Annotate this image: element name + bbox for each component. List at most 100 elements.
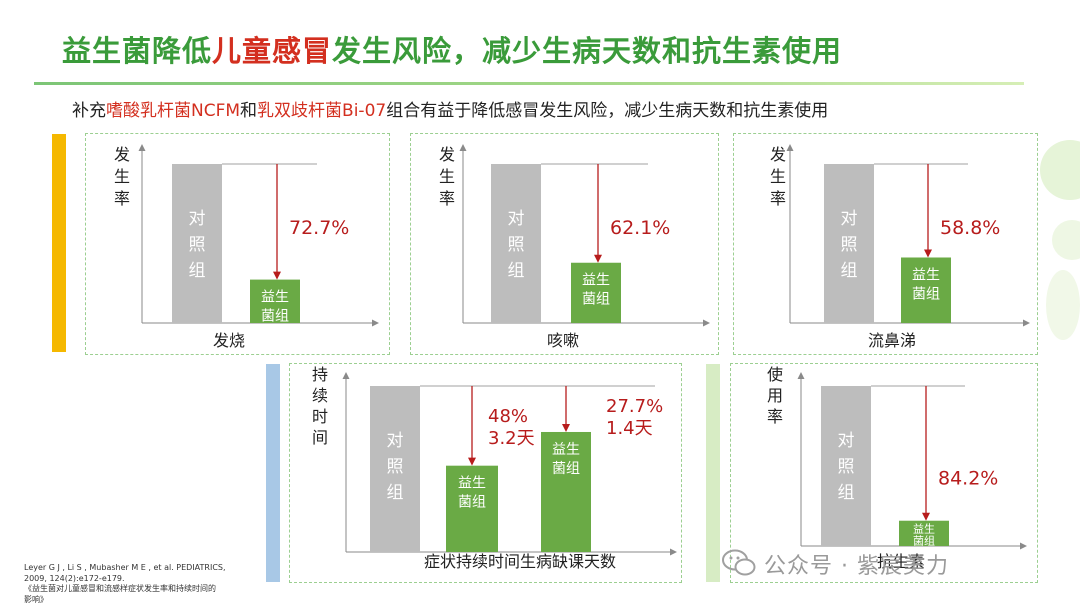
- x-axis-head: [1023, 319, 1030, 327]
- y-axis-label-char: 生: [114, 167, 130, 186]
- decor-circle: [1040, 140, 1080, 200]
- bar-label: 益生: [582, 273, 610, 289]
- chart-panel-fever: 发生率发烧 对照组益生菌组 72.7%: [85, 133, 390, 355]
- x-axis-head: [670, 548, 677, 556]
- x-axis-label: 流鼻涕: [868, 331, 916, 350]
- decor-circle: [1052, 220, 1080, 260]
- bar-label-char: 照: [508, 235, 525, 255]
- chart-panel-runny-nose: 发生率流鼻涕 对照组 益生菌组 58.8%: [733, 133, 1038, 355]
- bar-label-char: 照: [841, 235, 858, 255]
- reduction-arrow-head: [922, 512, 930, 521]
- y-axis-label-char: 率: [767, 407, 783, 426]
- bar-label-char: 组: [841, 261, 858, 281]
- x-axis-label: 发烧: [213, 331, 245, 350]
- reduction-arrow-head: [273, 271, 281, 280]
- bar-control: [821, 386, 871, 546]
- x-axis-head: [703, 319, 710, 327]
- y-axis-label-char: 发: [439, 145, 455, 164]
- y-axis-label-char: 间: [312, 428, 328, 447]
- bar-label-char: 组: [387, 483, 404, 503]
- y-axis-label-char: 率: [439, 189, 455, 208]
- bar-label-char: 对: [189, 209, 206, 229]
- x-axis-head: [372, 319, 379, 327]
- bar-label: 菌组: [261, 309, 289, 325]
- y-axis-head: [786, 144, 794, 151]
- bar-control: [370, 386, 420, 552]
- y-axis-head: [138, 144, 146, 151]
- bar-label: 菌组: [912, 286, 940, 302]
- chart-panel-cough: 发生率咳嗽 对照组益生菌组 62.1%: [410, 133, 719, 355]
- bar-label-char: 组: [508, 261, 525, 281]
- y-axis-label-char: 使: [767, 365, 783, 384]
- reference-citation: Leyer G J , Li S , Mubasher M E , et al.…: [24, 563, 226, 604]
- y-axis-head: [797, 372, 805, 379]
- reduction-label: 3.2天: [488, 428, 535, 449]
- bar-label: 益生: [913, 522, 935, 536]
- title-divider: [34, 82, 1024, 85]
- y-axis-label-char: 持: [312, 365, 328, 384]
- bar-probiotic: [250, 279, 300, 323]
- reduction-label: 1.4天: [606, 418, 653, 439]
- page-subtitle: 补充嗜酸乳杆菌NCFM和乳双歧杆菌Bi-07组合有益于降低感冒发生风险，减少生病…: [72, 101, 829, 121]
- decor-circle: [1046, 270, 1080, 340]
- reduction-arrow-head: [562, 423, 570, 432]
- y-axis-label-char: 时: [312, 407, 328, 426]
- reduction-arrow-head: [594, 254, 602, 263]
- bar-label-char: 组: [189, 261, 206, 281]
- reduction-label: 62.1%: [610, 217, 670, 239]
- reduction-label: 84.2%: [938, 468, 998, 490]
- watermark: 公众号 · 紫宸美力: [764, 554, 949, 579]
- wechat-icon: [722, 549, 756, 576]
- bar-label: 益生: [552, 442, 580, 458]
- bar-label-char: 对: [841, 209, 858, 229]
- y-axis-label-char: 续: [312, 386, 328, 405]
- y-axis-label-char: 发: [770, 145, 786, 164]
- y-axis-label-char: 用: [767, 386, 783, 405]
- reduction-arrow-head: [468, 457, 476, 466]
- bar-probiotic: [571, 262, 621, 323]
- page-title: 益生菌降低儿童感冒发生风险，减少生病天数和抗生素使用: [62, 34, 843, 68]
- bar-label-char: 对: [508, 209, 525, 229]
- chart-panel-duration: 持续时间症状持续时间生病缺课天数对照组益生 菌组 益生 菌组 48% 3.2天 27.7% 1…: [289, 363, 682, 583]
- reduction-label: 27.7%: [606, 396, 663, 417]
- reduction-arrow-head: [924, 249, 932, 258]
- bar-label: 益生: [261, 290, 289, 306]
- bar-probiotic: [899, 520, 949, 546]
- bar-probiotic: [901, 257, 951, 323]
- bar-label-char: 组: [838, 483, 855, 503]
- bar-control: [491, 164, 541, 323]
- y-axis-label-char: 率: [114, 189, 130, 208]
- reduction-label: 72.7%: [289, 217, 349, 239]
- bar-probiotic: [541, 431, 591, 552]
- bar-label: 益生: [912, 267, 940, 283]
- bar-label-char: 照: [838, 457, 855, 477]
- bar-label: 菌组: [913, 534, 935, 548]
- y-axis-label-char: 生: [770, 167, 786, 186]
- x-axis-label: 咳嗽: [547, 331, 579, 350]
- x-axis-head: [1020, 542, 1027, 550]
- y-axis-head: [342, 372, 350, 379]
- bar-label: 菌组: [458, 495, 486, 511]
- y-axis-label-char: 发: [114, 145, 130, 164]
- bar-label-char: 对: [387, 431, 404, 451]
- section-bar-blue: [266, 364, 280, 582]
- bar-label-char: 照: [189, 235, 206, 255]
- reduction-label: 58.8%: [940, 217, 1000, 239]
- bar-label: 菌组: [582, 292, 610, 308]
- y-axis-label-char: 生: [439, 167, 455, 186]
- bar-label-char: 对: [838, 431, 855, 451]
- reduction-label: 48%: [488, 406, 528, 427]
- chart-panel-antibiotic: 使用率抗生素 对照组益生 菌组 84.2%: [730, 363, 1038, 583]
- section-bar-green: [706, 364, 720, 582]
- x-axis-label: 抗生素: [877, 552, 925, 571]
- bar-label: 菌组: [552, 461, 580, 477]
- bar-label: 益生: [458, 476, 486, 492]
- bar-label-char: 照: [387, 457, 404, 477]
- y-axis-label-char: 率: [770, 189, 786, 208]
- section-bar-yellow: [52, 134, 66, 352]
- y-axis-head: [459, 144, 467, 151]
